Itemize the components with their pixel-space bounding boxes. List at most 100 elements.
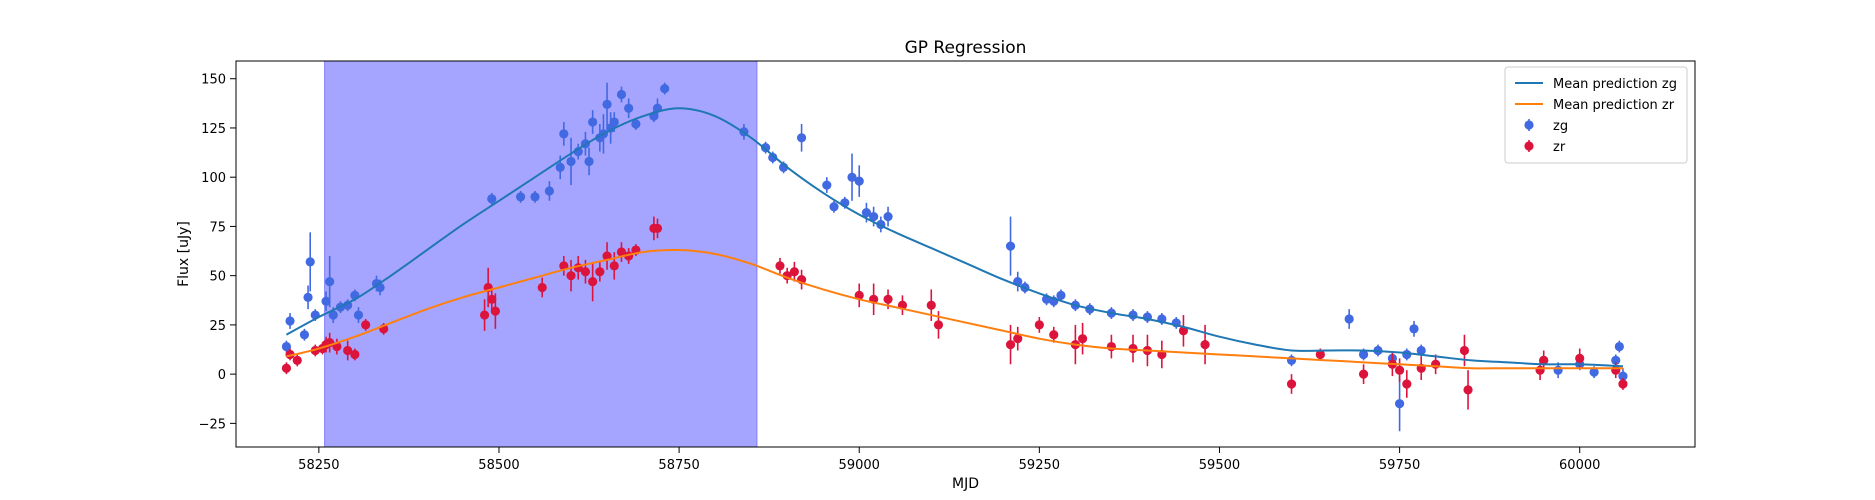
data-point-zr bbox=[1618, 379, 1628, 389]
data-point-zr bbox=[602, 251, 612, 261]
y-axis-label: Flux [uJy] bbox=[176, 221, 192, 287]
data-point-zr bbox=[479, 310, 490, 320]
data-point-zr bbox=[1394, 365, 1405, 375]
data-point-zg bbox=[883, 211, 893, 222]
data-point-zg bbox=[325, 276, 335, 287]
shaded-region bbox=[324, 61, 757, 447]
mean-prediction-line-zg bbox=[285, 107, 1623, 368]
shaded-region-layer bbox=[324, 61, 758, 447]
data-point-zg bbox=[1394, 399, 1405, 409]
data-point-zr bbox=[361, 320, 371, 330]
legend-entry-mean-zr: Mean prediction zr bbox=[1515, 98, 1675, 113]
data-point-zr bbox=[1049, 330, 1059, 340]
data-point-zg bbox=[1589, 367, 1599, 377]
data-point-zg bbox=[1005, 241, 1016, 251]
data-point-zg bbox=[861, 208, 872, 218]
data-point-zg bbox=[1618, 371, 1628, 381]
data-point-zg bbox=[778, 162, 789, 172]
data-point-zg bbox=[544, 186, 555, 196]
data-point-zg bbox=[1416, 345, 1426, 356]
x-tick-label: 59750 bbox=[1379, 458, 1420, 473]
legend-entry-zr: zr bbox=[1524, 140, 1566, 155]
data-point-zr bbox=[1286, 379, 1297, 389]
data-point-zr bbox=[537, 282, 547, 293]
data-point-zr bbox=[933, 320, 944, 330]
x-tick-label: 59250 bbox=[1019, 458, 1060, 473]
data-point-zr bbox=[595, 267, 605, 277]
data-point-zg bbox=[796, 133, 807, 143]
data-point-zr bbox=[281, 363, 292, 373]
data-point-zg bbox=[1056, 290, 1066, 300]
data-point-zg bbox=[609, 117, 619, 127]
data-point-zg bbox=[631, 119, 641, 129]
data-point-zr bbox=[343, 345, 353, 356]
data-point-zr bbox=[1200, 339, 1210, 350]
data-point-zr bbox=[1402, 379, 1412, 389]
data-point-zr bbox=[580, 267, 591, 277]
mean-lines-layer bbox=[285, 107, 1623, 370]
mean-prediction-line-zr bbox=[286, 248, 1623, 370]
legend-label: Mean prediction zr bbox=[1553, 98, 1675, 113]
data-point-zg bbox=[1409, 324, 1419, 334]
data-point-zr bbox=[1005, 339, 1016, 350]
x-tick-label: 60000 bbox=[1559, 458, 1600, 473]
data-point-zr bbox=[1575, 353, 1585, 363]
x-tick-label: 58500 bbox=[478, 458, 519, 473]
data-point-zg bbox=[305, 257, 315, 267]
data-point-zr bbox=[1178, 326, 1189, 336]
data-point-zr bbox=[490, 306, 500, 316]
data-point-zg bbox=[303, 292, 313, 302]
x-tick-label: 59000 bbox=[839, 458, 880, 473]
data-point-zg bbox=[321, 296, 331, 306]
data-point-zr bbox=[566, 271, 576, 281]
y-tick-label: 25 bbox=[209, 319, 226, 334]
legend-label: Mean prediction zg bbox=[1553, 77, 1677, 92]
data-point-zr bbox=[609, 261, 619, 271]
data-point-zg bbox=[1614, 341, 1624, 352]
data-point-zr bbox=[1358, 369, 1369, 379]
data-point-zg bbox=[299, 330, 310, 340]
data-point-zr bbox=[1128, 343, 1138, 354]
data-point-zg bbox=[281, 341, 292, 352]
axes-frame bbox=[235, 60, 1696, 448]
data-point-zg bbox=[1286, 355, 1297, 365]
data-point-zg bbox=[515, 192, 526, 202]
data-point-zg bbox=[588, 117, 598, 127]
x-tick-label: 58250 bbox=[298, 458, 339, 473]
data-point-zr bbox=[616, 247, 627, 257]
data-point-zr bbox=[854, 290, 864, 300]
legend-label: zg bbox=[1553, 119, 1568, 134]
data-point-zr bbox=[1459, 345, 1470, 356]
data-point-zr bbox=[926, 300, 936, 310]
y-tick-label: 150 bbox=[201, 73, 226, 88]
y-tick-label: 125 bbox=[201, 122, 226, 137]
data-point-zg bbox=[1344, 314, 1354, 324]
data-point-zr bbox=[1315, 349, 1325, 360]
data-point-zr bbox=[1539, 355, 1549, 365]
legend: Mean prediction zg Mean prediction zr zg zr bbox=[1504, 66, 1688, 164]
data-point-zg bbox=[602, 99, 612, 109]
data-point-zg bbox=[1553, 365, 1563, 375]
data-point-zr bbox=[1034, 320, 1044, 330]
data-point-zg bbox=[1358, 349, 1369, 360]
y-tick-label: 0 bbox=[218, 368, 226, 383]
x-tick-label: 58750 bbox=[658, 458, 699, 473]
data-point-zr bbox=[588, 276, 598, 287]
legend-point-swatch bbox=[1524, 120, 1534, 130]
data-point-zg bbox=[768, 152, 778, 163]
data-points-layer bbox=[281, 82, 1628, 432]
y-tick-label: 100 bbox=[201, 171, 226, 186]
data-point-zg bbox=[530, 192, 540, 202]
data-point-zr bbox=[292, 355, 302, 365]
data-point-zr bbox=[1463, 385, 1473, 395]
data-point-zr bbox=[789, 267, 799, 277]
data-point-zg bbox=[285, 316, 295, 326]
data-point-zg bbox=[822, 180, 832, 190]
y-tick-label: 75 bbox=[209, 220, 226, 235]
series-zg bbox=[281, 82, 1628, 432]
data-point-zg bbox=[559, 129, 569, 139]
data-point-zr bbox=[1077, 334, 1088, 344]
data-point-zg bbox=[487, 194, 497, 204]
legend-point-swatch bbox=[1524, 141, 1534, 151]
